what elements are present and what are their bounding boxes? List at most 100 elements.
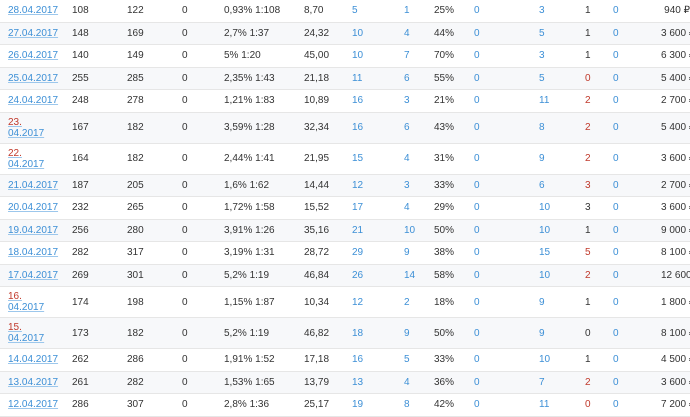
date-link[interactable]: 24.04.2017 (8, 95, 59, 107)
zero-cell: 0 (613, 5, 619, 17)
count-cell: 10 (539, 202, 551, 214)
visits-cell: 255 (72, 72, 89, 84)
percent-cell: 31% (434, 153, 455, 164)
conversion-cell: 2,8% 1:36 (224, 399, 270, 411)
conversion-cell: 1,21% 1:83 (224, 95, 275, 107)
date-link[interactable]: 16. 04.2017 (8, 291, 44, 313)
views-cell: 205 (127, 179, 144, 191)
count-cell: 2 (585, 95, 591, 107)
count-cell: 5 (404, 354, 410, 366)
visits-cell: 167 (72, 122, 89, 133)
table-row: 28.04.2017 108 122 0 0,93% 1:108 8,70 5 1 25% 0 3 1… (0, 0, 690, 22)
value-cell: 10,89 (304, 95, 330, 107)
count-cell: 11 (352, 72, 363, 84)
date-link[interactable]: 14.04.2017 (8, 354, 59, 366)
date-link[interactable]: 12.04.2017 (8, 399, 59, 411)
percent-cell: 29% (434, 202, 455, 214)
revenue-cell: 940 ₽ (664, 5, 690, 17)
table-row: 18.04.2017 282 317 0 3,19% 1:31 28,72 29 9 38% 0 1… (0, 242, 690, 265)
date-cell: 24.04.2017 (0, 90, 72, 113)
date-link[interactable]: 25.04.2017 (8, 72, 59, 84)
date-link[interactable]: 26.04.2017 (8, 50, 59, 62)
visits-cell: 248 (72, 95, 89, 107)
count-cell: 1 (585, 224, 591, 236)
conversion-cell: 1,6% 1:62 (224, 179, 270, 191)
zero-cell: 0 (474, 224, 480, 236)
count-cell: 3 (539, 5, 545, 17)
zero-cell: 0 (182, 399, 188, 411)
zero-cell: 0 (613, 95, 619, 107)
date-cell: 22. 04.2017 (0, 143, 72, 174)
zero-cell: 0 (613, 327, 619, 339)
views-cell: 182 (127, 122, 144, 133)
value-cell: 46,84 (304, 269, 330, 281)
date-cell: 16. 04.2017 (0, 287, 72, 318)
visits-cell: 262 (72, 354, 89, 366)
count-cell: 11 (539, 399, 550, 411)
date-link[interactable]: 15. 04.2017 (8, 322, 44, 344)
count-cell: 18 (352, 327, 364, 339)
zero-cell: 0 (182, 327, 188, 339)
date-link[interactable]: 28.04.2017 (8, 5, 59, 17)
count-cell: 0 (585, 72, 591, 84)
visits-cell: 108 (72, 5, 89, 17)
date-link[interactable]: 21.04.2017 (8, 179, 59, 191)
date-link[interactable]: 17.04.2017 (8, 269, 59, 281)
date-link[interactable]: 20.04.2017 (8, 202, 59, 214)
percent-cell: 58% (434, 269, 455, 281)
visits-cell: 286 (72, 399, 89, 411)
date-cell: 14.04.2017 (0, 349, 72, 372)
conversion-cell: 5,2% 1:19 (224, 269, 270, 281)
visits-cell: 261 (72, 376, 89, 388)
table-row: 16. 04.2017 174 198 0 1,15% 1:87 10,34 12 2 18% 0 9… (0, 287, 690, 318)
count-cell: 12 (352, 179, 364, 191)
value-cell: 10,34 (304, 296, 330, 308)
count-cell: 5 (585, 247, 591, 259)
table-row: 27.04.2017 148 169 0 2,7% 1:37 24,32 10 4 44% 0 5 1… (0, 22, 690, 45)
date-day: 15. (8, 322, 22, 333)
table-row: 13.04.2017 261 282 0 1,53% 1:65 13,79 13 4 36% 0 7… (0, 371, 690, 394)
count-cell: 5 (539, 27, 545, 39)
date-cell: 23. 04.2017 (0, 112, 72, 143)
percent-cell: 33% (434, 179, 455, 191)
zero-cell: 0 (182, 376, 188, 388)
views-cell: 285 (127, 72, 144, 84)
visits-cell: 282 (72, 247, 89, 259)
revenue-cell: 9 000 ₽ (661, 224, 690, 236)
date-month-year: 04.2017 (8, 127, 45, 139)
count-cell: 8 (404, 399, 410, 411)
zero-cell: 0 (474, 296, 480, 308)
percent-cell: 33% (434, 354, 455, 366)
value-cell: 28,72 (304, 247, 330, 259)
date-link[interactable]: 18.04.2017 (8, 247, 59, 259)
date-link[interactable]: 23. 04.2017 (8, 117, 44, 139)
zero-cell: 0 (182, 179, 188, 191)
zero-cell: 0 (182, 50, 188, 62)
date-link[interactable]: 22. 04.2017 (8, 148, 44, 170)
date-link[interactable]: 27.04.2017 (8, 27, 59, 39)
table-row: 26.04.2017 140 149 0 5% 1:20 45,00 10 7 70% 0 3 1 0 6… (0, 45, 690, 67)
date-link[interactable]: 13.04.2017 (8, 376, 59, 388)
count-cell: 2 (585, 153, 591, 164)
zero-cell: 0 (182, 354, 188, 366)
date-cell: 20.04.2017 (0, 197, 72, 220)
revenue-cell: 4 500 ₽ (661, 354, 690, 366)
revenue-cell: 3 600 ₽ (661, 202, 690, 214)
percent-cell: 50% (434, 327, 455, 339)
zero-cell: 0 (182, 269, 188, 281)
revenue-cell: 3 600 ₽ (661, 376, 690, 388)
date-month-year: 04.2017 (8, 302, 45, 313)
views-cell: 122 (127, 5, 144, 17)
zero-cell: 0 (613, 399, 619, 411)
visits-cell: 148 (72, 27, 89, 39)
visits-cell: 173 (72, 327, 89, 339)
count-cell: 17 (352, 202, 364, 214)
revenue-cell: 8 100 ₽ (661, 327, 690, 339)
date-link[interactable]: 19.04.2017 (8, 224, 59, 236)
date-cell: 18.04.2017 (0, 242, 72, 265)
zero-cell: 0 (474, 27, 480, 39)
count-cell: 10 (352, 27, 364, 39)
table-row: 20.04.2017 232 265 0 1,72% 1:58 15,52 17 4 29% 0 1… (0, 197, 690, 220)
value-cell: 25,17 (304, 399, 330, 411)
table-row: 12.04.2017 286 307 0 2,8% 1:36 25,17 19 8 42% 0 11… (0, 394, 690, 416)
